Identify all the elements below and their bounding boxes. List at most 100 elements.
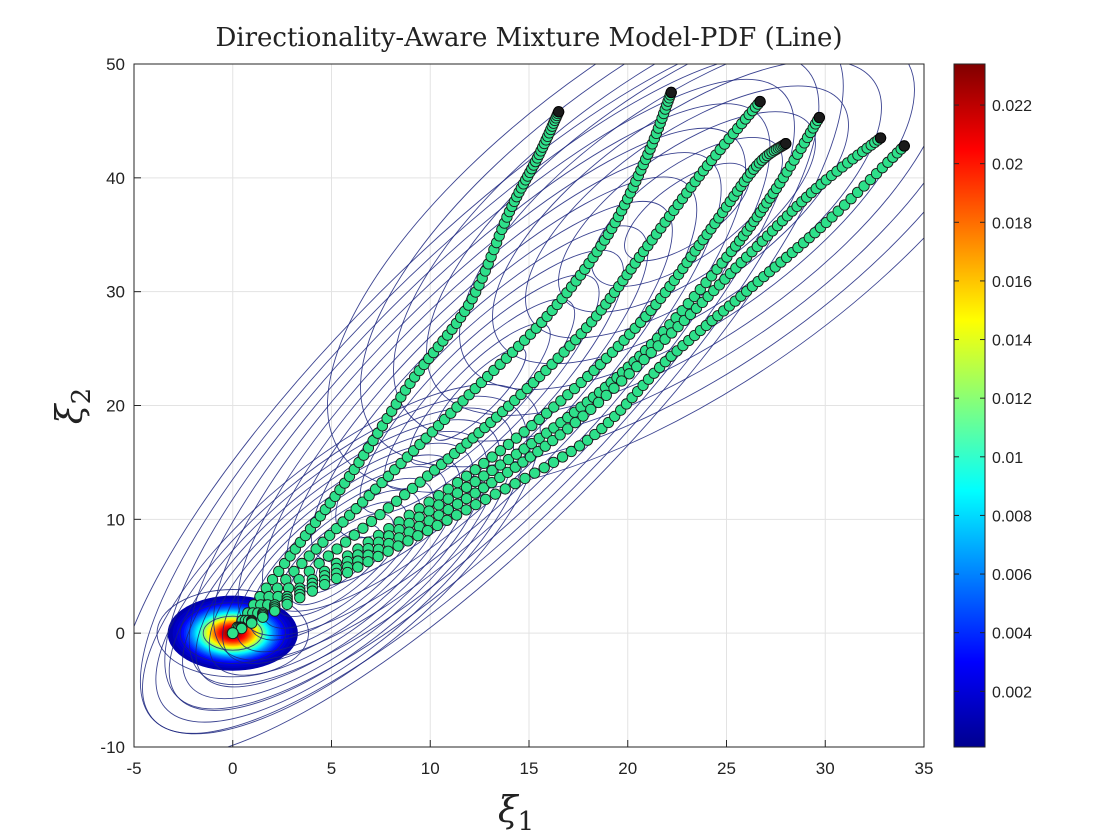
y-axis-ticks: -10 0 10 20 30 40 50 (100, 55, 141, 757)
trajectory-marker (608, 382, 620, 394)
trajectory-marker (294, 592, 306, 604)
y-tick-label: 10 (106, 510, 125, 529)
density-contour-line (426, 64, 924, 416)
trajectory-marker (382, 545, 394, 557)
density-contour-line (188, 103, 771, 685)
trajectory-marker (460, 470, 473, 482)
y-tick-label: 30 (106, 283, 125, 302)
trajectory-marker (565, 445, 577, 458)
trajectory-marker (281, 598, 293, 611)
trajectory-marker (573, 440, 586, 452)
trajectory-marker (469, 475, 481, 488)
y-tick-label: 40 (106, 169, 125, 188)
trajectory-marker (569, 417, 581, 429)
density-contour-line (156, 589, 309, 678)
trajectory-marker (494, 445, 507, 457)
trajectory-marker (352, 561, 364, 573)
density-contour-line (202, 615, 263, 651)
trajectory-marker (502, 453, 515, 466)
y-axis-label-symbol: ξ (50, 402, 91, 424)
trajectory-marker (510, 432, 523, 444)
trajectory-marker (451, 487, 464, 499)
trajectory-marker (499, 483, 511, 495)
density-contour-line (155, 395, 528, 723)
trajectory-marker (494, 471, 506, 484)
trajectory-marker (526, 419, 538, 432)
trajectory-marker (433, 499, 445, 511)
trajectory-marker (340, 536, 352, 548)
trajectory-marker (324, 529, 336, 542)
trajectory-series (226, 86, 910, 640)
y-tick-label: 20 (106, 397, 125, 416)
y-axis-label-group: ξ2 (50, 388, 97, 424)
trajectory-endpoint (780, 138, 792, 150)
trajectory-marker (547, 456, 560, 469)
trajectory-marker (303, 550, 315, 562)
trajectory-marker (510, 448, 523, 460)
trajectory-marker (330, 523, 343, 535)
trajectory-marker (638, 353, 650, 366)
colorbar-tick-label: 0.008 (992, 508, 1032, 525)
trajectory-endpoint (552, 106, 565, 118)
trajectory-marker (414, 476, 426, 488)
colorbar-tick-label: 0.016 (992, 274, 1032, 291)
trajectory-line (227, 140, 910, 639)
trajectory-marker (631, 361, 643, 373)
trajectory-marker (412, 530, 424, 542)
trajectory-marker (616, 375, 628, 387)
trajectory-endpoint (874, 132, 887, 144)
trajectory-marker (402, 535, 414, 547)
trajectory-marker (502, 438, 515, 451)
trajectory-marker (392, 540, 404, 552)
trajectory-marker (399, 489, 411, 501)
trajectory-marker (469, 464, 481, 476)
density-contour-line (134, 64, 844, 747)
density-contour-line (262, 489, 421, 629)
density-contour-line (393, 64, 924, 442)
trajectory-marker (372, 550, 384, 563)
trajectory-marker (390, 495, 403, 507)
x-axis-label: ξ1 (498, 790, 534, 837)
trajectory-marker (450, 509, 463, 521)
colorbar: 0.002 0.004 0.006 0.008 0.01 0.012 0.014 0.016 0… (953, 63, 1032, 748)
trajectory-marker (431, 519, 443, 532)
trajectory-marker (306, 585, 319, 597)
trajectory-marker (562, 423, 574, 435)
density-contour-line (208, 442, 474, 676)
trajectory-endpoint (898, 140, 910, 152)
trajectory-marker (547, 435, 559, 447)
trajectory-marker (652, 340, 664, 352)
x-axis-label-symbol: ξ (498, 790, 520, 831)
x-tick-label: 10 (421, 759, 440, 778)
trajectory-marker (313, 557, 325, 570)
trajectory-marker (518, 443, 530, 455)
density-contour-line (164, 78, 795, 710)
trajectory-marker (460, 481, 473, 493)
trajectory-marker (322, 550, 335, 562)
colorbar-tick-label: 0.006 (992, 567, 1032, 584)
density-heatmap (167, 595, 298, 671)
trajectory-marker (374, 508, 386, 521)
density-contour-line (327, 64, 924, 493)
trajectory-marker (441, 514, 453, 526)
density-contour-line (459, 64, 915, 390)
trajectory-marker (317, 536, 329, 548)
trajectory-endpoint (754, 95, 766, 108)
trajectory-marker (581, 434, 594, 446)
trajectory-marker (478, 457, 490, 470)
x-axis-label-subscript: 1 (518, 807, 535, 837)
density-contour-line (492, 64, 882, 365)
trajectory-marker (266, 573, 279, 586)
trajectory-marker (592, 396, 605, 409)
trajectory-marker (288, 565, 300, 578)
trajectory-marker (556, 451, 569, 463)
trajectory-marker (538, 462, 550, 474)
trajectory-marker (478, 470, 490, 482)
trajectory-marker (451, 498, 464, 510)
trajectory-marker (600, 389, 612, 402)
density-contour-line (139, 64, 820, 734)
x-tick-label: 20 (618, 759, 637, 778)
trajectory-marker (337, 516, 349, 528)
trajectory-marker (246, 617, 258, 629)
x-tick-label: 15 (520, 759, 539, 778)
